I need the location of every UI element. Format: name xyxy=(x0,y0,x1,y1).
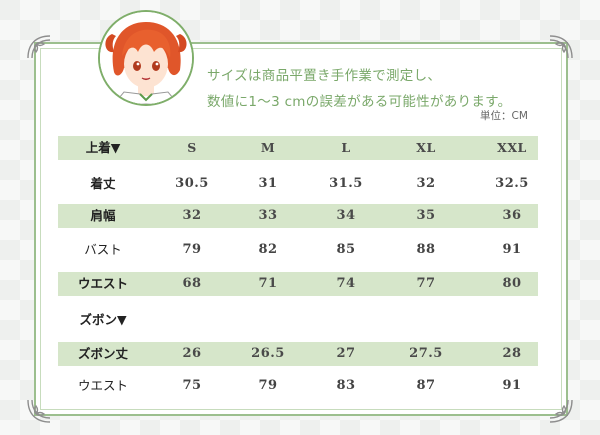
character-illustration-icon xyxy=(100,12,192,104)
table-row: ウエスト 75 79 83 87 91 xyxy=(58,374,538,398)
row-label: バスト xyxy=(84,242,122,257)
corner-ornament-icon xyxy=(548,34,574,60)
size-header-m: M xyxy=(260,140,276,155)
table-cell: 31.5 xyxy=(329,176,363,191)
table-cell: 87 xyxy=(416,378,436,393)
size-header-row: 上着▼ S M L XL XXL xyxy=(58,136,538,160)
table-cell: 27.5 xyxy=(409,346,443,361)
row-label: 肩幅 xyxy=(90,208,116,223)
table-cell: 32 xyxy=(182,208,202,223)
corner-ornament-icon xyxy=(26,34,52,60)
table-row: 肩幅 32 33 34 35 36 xyxy=(58,204,538,228)
table-cell: 91 xyxy=(502,378,522,393)
table-cell: 28 xyxy=(502,346,522,361)
table-cell: 74 xyxy=(336,276,356,291)
size-header-xl: XL xyxy=(416,140,436,155)
table-cell: 71 xyxy=(258,276,278,291)
character-avatar xyxy=(98,10,194,106)
table-cell: 80 xyxy=(502,276,522,291)
table-row: ズボン丈 26 26.5 27 27.5 28 xyxy=(58,342,538,366)
frame-inner-border xyxy=(40,48,562,410)
row-label: ウエスト xyxy=(77,378,128,393)
corner-ornament-icon xyxy=(548,398,574,424)
table-cell: 83 xyxy=(336,378,356,393)
section-label-tops: 上着▼ xyxy=(85,140,121,155)
measurement-note-line1: サイズは商品平置き手作業で測定し、 xyxy=(207,68,442,84)
table-cell: 79 xyxy=(258,378,278,393)
table-cell: 30.5 xyxy=(175,176,209,191)
table-cell: 91 xyxy=(502,242,522,257)
measurement-note-line2: 数値に1～3 cmの誤差がある可能性があります。 xyxy=(207,94,512,110)
size-header-xxl: XXL xyxy=(497,140,527,155)
table-cell: 75 xyxy=(182,378,202,393)
corner-ornament-icon xyxy=(26,398,52,424)
row-label: ウエスト xyxy=(77,276,128,291)
table-row: ウエスト 68 71 74 77 80 xyxy=(58,272,538,296)
size-header-s: S xyxy=(187,140,197,155)
table-cell: 82 xyxy=(258,242,278,257)
table-cell: 31 xyxy=(258,176,278,191)
table-cell: 33 xyxy=(258,208,278,223)
row-label: 着丈 xyxy=(90,176,116,191)
table-cell: 36 xyxy=(502,208,522,223)
table-cell: 32.5 xyxy=(495,176,529,191)
section-label-pants: ズボン▼ xyxy=(79,312,127,327)
table-cell: 27 xyxy=(336,346,356,361)
size-header-l: L xyxy=(341,140,351,155)
table-cell: 79 xyxy=(182,242,202,257)
table-cell: 26 xyxy=(182,346,202,361)
section-row-pants: ズボン▼ xyxy=(58,308,538,332)
table-cell: 88 xyxy=(416,242,436,257)
table-row: 着丈 30.5 31 31.5 32 32.5 xyxy=(58,172,538,196)
unit-label: 単位：CM xyxy=(480,110,528,122)
row-label: ズボン丈 xyxy=(77,346,128,361)
table-cell: 35 xyxy=(416,208,436,223)
table-cell: 34 xyxy=(336,208,356,223)
table-cell: 68 xyxy=(182,276,202,291)
table-row: バスト 79 82 85 88 91 xyxy=(58,238,538,262)
table-cell: 26.5 xyxy=(251,346,285,361)
table-cell: 77 xyxy=(416,276,436,291)
table-cell: 32 xyxy=(416,176,436,191)
table-cell: 85 xyxy=(336,242,356,257)
